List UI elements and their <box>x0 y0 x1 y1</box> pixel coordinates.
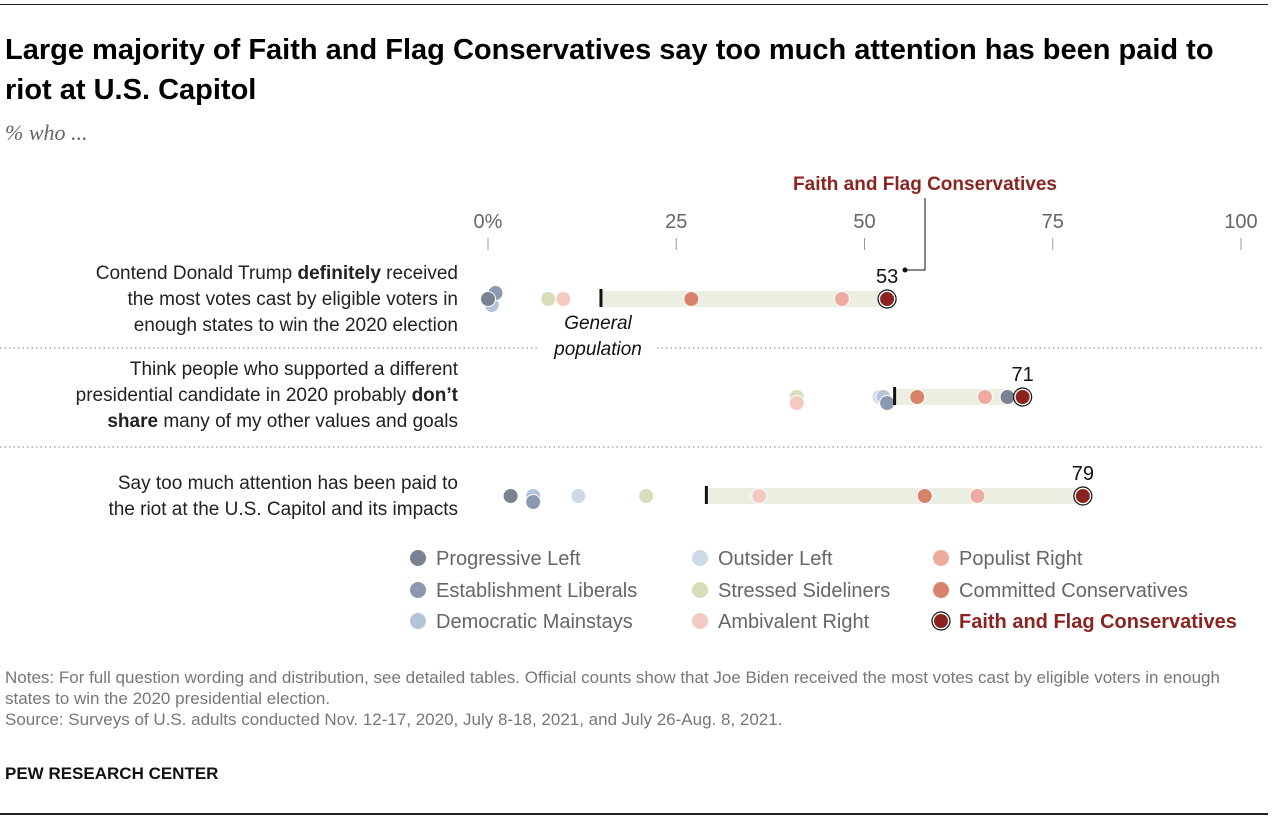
legend-label: Ambivalent Right <box>718 611 870 633</box>
dot-ambivalent-right <box>751 488 768 504</box>
dot-plot: 0% 25 50 75 100 Faith and Flag Conservatives 5… <box>0 174 1262 633</box>
faith-flag-value-label: 53 <box>876 266 898 288</box>
dot-progressive-left <box>502 488 519 504</box>
legend-label: Stressed Sideliners <box>718 580 890 602</box>
label-background <box>540 340 656 358</box>
legend-swatch-democratic-mainstays <box>410 613 426 629</box>
legend-swatch-progressive-left <box>410 550 426 566</box>
chart-notes: Notes: For full question wording and dis… <box>5 667 1265 730</box>
dot-establishment-liberals <box>525 494 542 510</box>
dot-committed-conservatives <box>916 488 933 504</box>
dot-committed-conservatives <box>683 291 700 307</box>
axis-tick-label: 100 <box>1224 211 1257 233</box>
dot-ambivalent-right <box>555 291 572 307</box>
general-to-faithflag-range-bar <box>600 291 888 307</box>
legend-label: Outsider Left <box>718 548 833 570</box>
legend-swatch-stressed-sideliners <box>692 582 708 598</box>
faith-flag-value-label: 79 <box>1072 463 1094 485</box>
legend-swatch-populist-right <box>933 550 949 566</box>
general-population-label: General <box>564 313 632 334</box>
legend-swatch-faith-and-flag-conservatives <box>934 614 948 628</box>
annotation-leader-line <box>905 198 926 271</box>
faith-flag-value-label: 71 <box>1012 364 1034 386</box>
dot-populist-right <box>976 389 993 405</box>
dot-outsider-left <box>570 488 587 504</box>
bottom-rule <box>0 813 1268 815</box>
general-population-label: population <box>553 339 642 360</box>
dot-progressive-left <box>480 291 496 307</box>
dot-establishment-liberals <box>879 395 896 411</box>
annotation-dot <box>902 267 908 273</box>
legend-swatch-establishment-liberals <box>410 582 426 598</box>
legend-swatch-outsider-left <box>692 550 708 566</box>
notes-text: Notes: For full question wording and dis… <box>5 668 1220 708</box>
axis-tick-label: 0% <box>474 211 503 233</box>
axis-tick-label: 25 <box>665 211 687 233</box>
legend-label: Faith and Flag Conservatives <box>959 611 1237 633</box>
general-population-marker <box>599 289 603 307</box>
top-rule <box>0 4 1268 5</box>
chart-subtitle: % who ... <box>5 120 88 145</box>
axis-tick-label: 50 <box>853 211 875 233</box>
legend-swatch-committed-conservatives <box>933 582 949 598</box>
dot-committed-conservatives <box>909 389 926 405</box>
dot-faith-and-flag-conservatives <box>1015 390 1030 404</box>
general-population-marker <box>893 387 897 405</box>
legend-label: Committed Conservatives <box>959 580 1188 602</box>
legend-label: Progressive Left <box>436 548 581 570</box>
axis-tick-label: 75 <box>1042 211 1064 233</box>
dot-stressed-sideliners <box>638 488 655 504</box>
legend-label: Democratic Mainstays <box>436 611 633 633</box>
dot-faith-and-flag-conservatives <box>1075 489 1090 503</box>
highlight-annotation-label: Faith and Flag Conservatives <box>793 174 1057 195</box>
general-population-marker <box>704 486 708 504</box>
dot-faith-and-flag-conservatives <box>880 292 895 306</box>
brand-logo-text: PEW RESEARCH CENTER <box>5 764 219 783</box>
dot-populist-right <box>969 488 986 504</box>
row-label: Contend Donald Trump definitely received… <box>95 263 458 336</box>
dot-populist-right <box>833 291 850 307</box>
dot-progressive-left <box>999 389 1016 405</box>
row-label: Think people who supported a different pr… <box>75 359 458 432</box>
legend-swatch-ambivalent-right <box>692 613 708 629</box>
dot-stressed-sideliners <box>540 291 557 307</box>
source-text: Source: Surveys of U.S. adults conducted… <box>5 710 783 729</box>
chart-title: Large majority of Faith and Flag Conserv… <box>5 34 1214 106</box>
legend-label: Populist Right <box>959 548 1083 570</box>
row-label: Say too much attention has been paid to t… <box>108 473 458 520</box>
general-to-faithflag-range-bar <box>706 488 1083 504</box>
legend-label: Establishment Liberals <box>436 580 637 602</box>
dot-ambivalent-right <box>788 395 805 411</box>
